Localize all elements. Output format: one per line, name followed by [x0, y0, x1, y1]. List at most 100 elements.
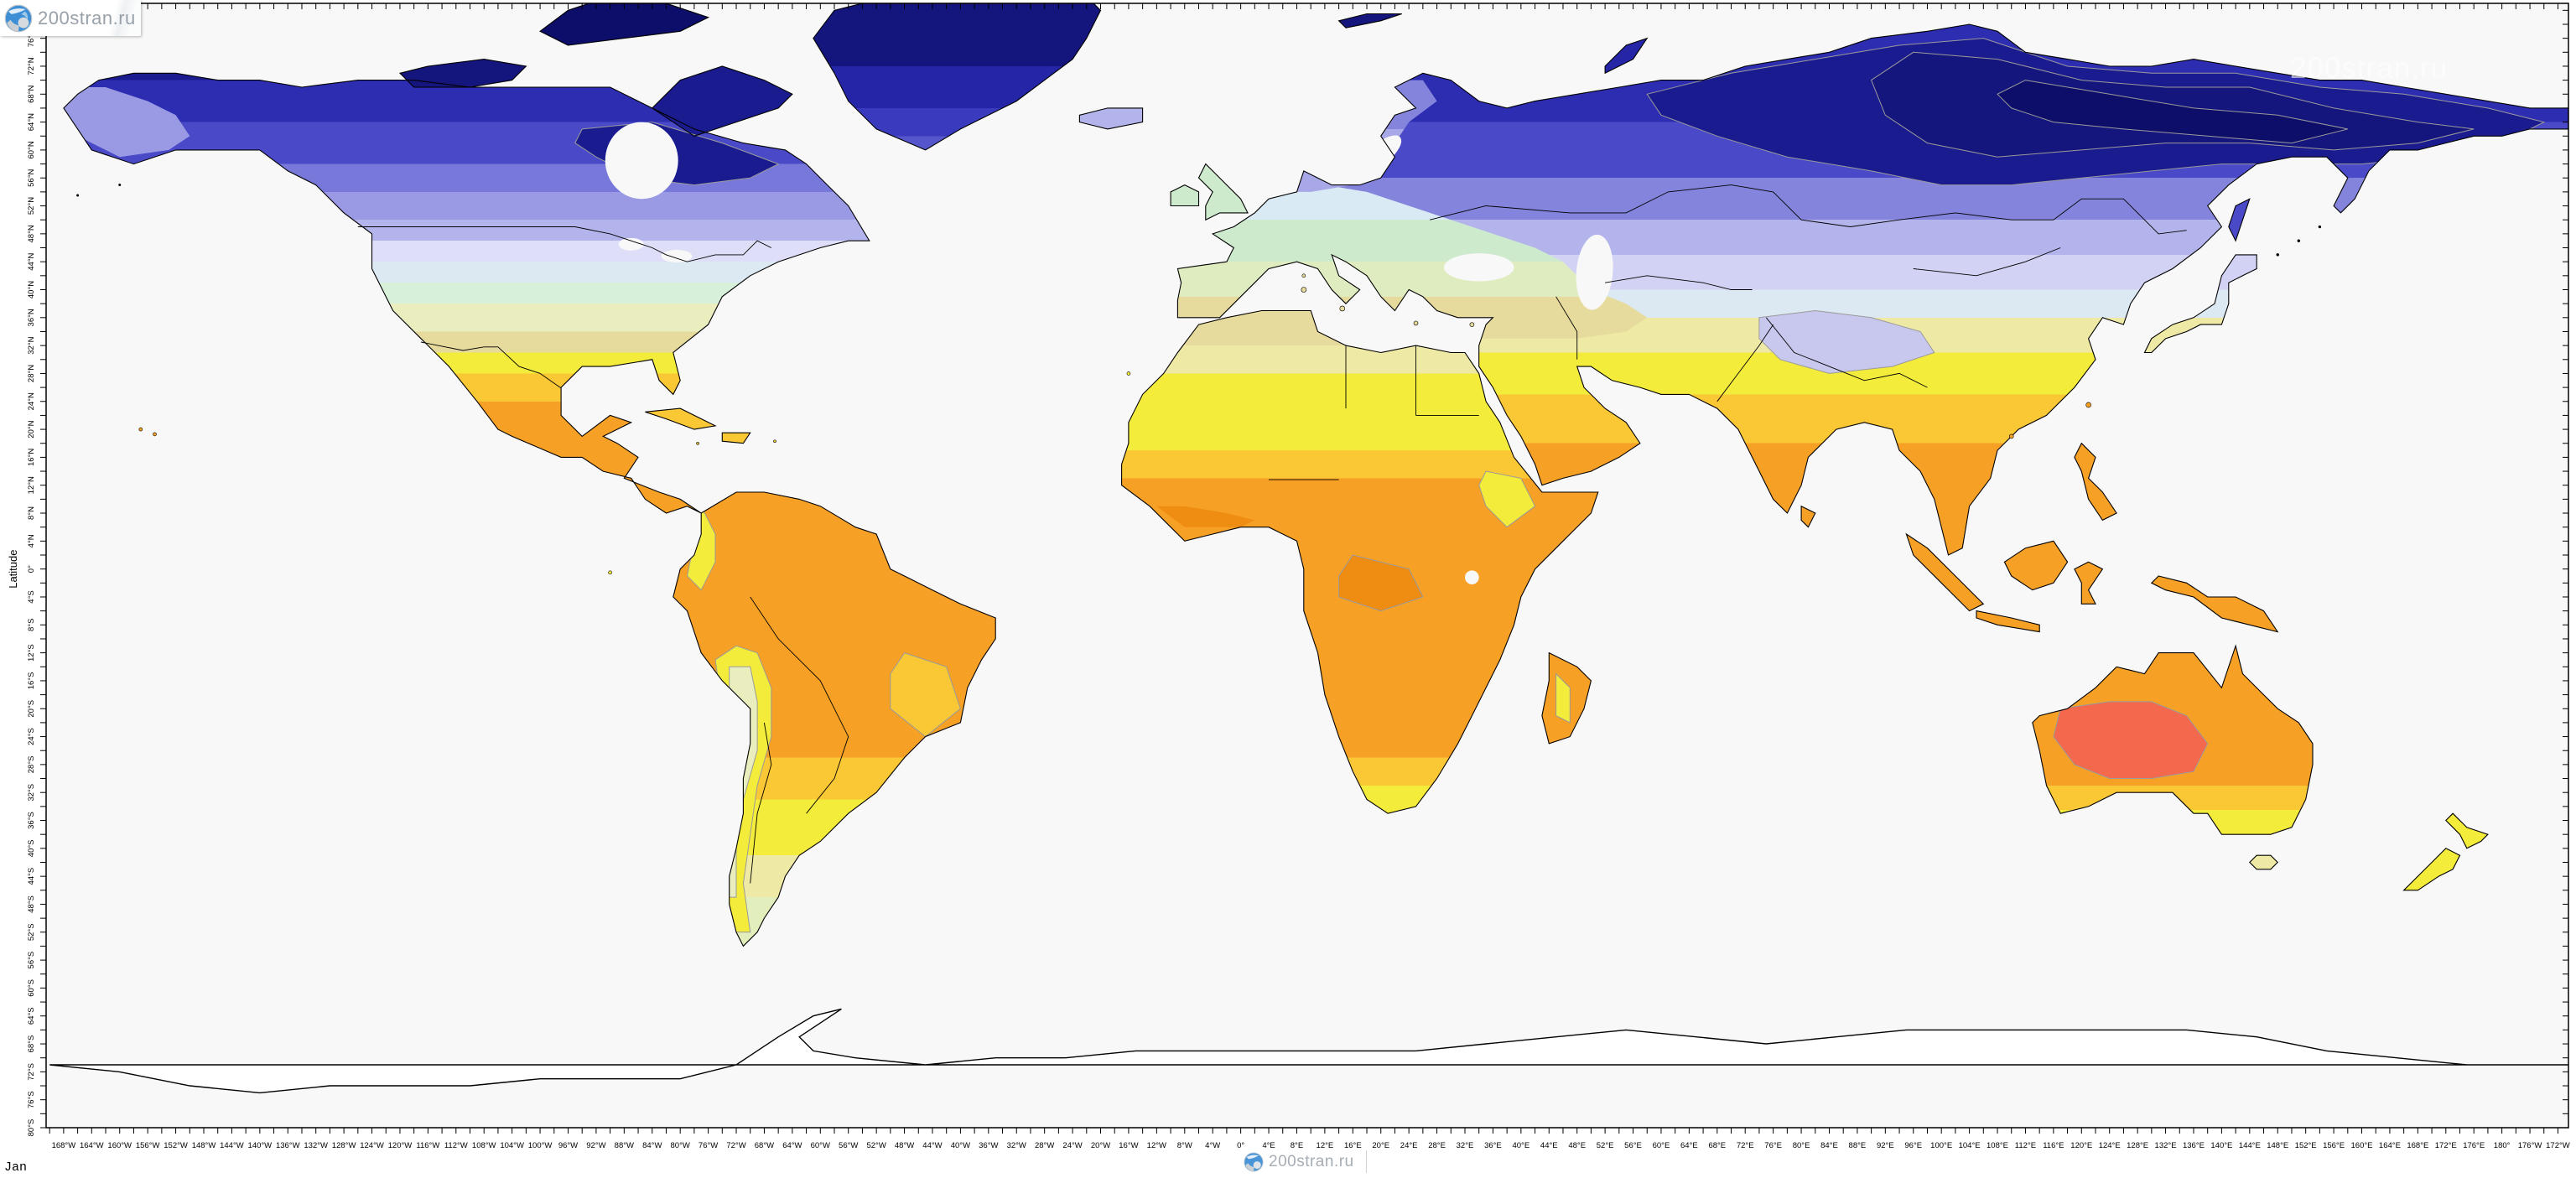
- lon-tick-label: 156°W: [136, 1141, 160, 1150]
- map-area: [49, 3, 2568, 1094]
- lon-tick-label: 52°W: [866, 1141, 886, 1150]
- lat-tick-label: 16°N: [27, 449, 36, 466]
- lon-tick-label: 24°W: [1062, 1141, 1082, 1150]
- lon-tick-label: 116°W: [416, 1141, 439, 1150]
- lat-tick-label: 32°S: [27, 784, 36, 802]
- lon-tick-label: 96°E: [1904, 1141, 1922, 1150]
- lon-tick-label: 28°E: [1428, 1141, 1446, 1150]
- site-logo[interactable]: 200stran.ru: [0, 0, 141, 36]
- lon-tick-label: 136°W: [276, 1141, 300, 1150]
- lon-tick-label: 88°E: [1849, 1141, 1867, 1150]
- lon-tick-label: 132°E: [2155, 1141, 2177, 1150]
- lon-tick-label: 60°W: [811, 1141, 830, 1150]
- lon-tick-label: 16°W: [1119, 1141, 1138, 1150]
- lon-tick-label: 164°E: [2379, 1141, 2401, 1150]
- antarctica-coastline: [49, 1008, 2568, 1094]
- lat-tick-label: 56°N: [27, 169, 36, 186]
- y-axis-title: Latitude: [7, 550, 19, 589]
- lat-tick-label: 80°S: [27, 1119, 36, 1137]
- lon-tick-label: 112°W: [444, 1141, 468, 1150]
- globe-icon: [1244, 1151, 1264, 1172]
- lon-tick-label: 20°E: [1372, 1141, 1389, 1150]
- lon-tick-label: 140°E: [2210, 1141, 2232, 1150]
- lat-tick-label: 64°S: [27, 1007, 36, 1025]
- lon-tick-label: 52°E: [1597, 1141, 1614, 1150]
- lon-tick-label: 4°W: [1205, 1141, 1220, 1150]
- lat-tick-label: 36°S: [27, 812, 36, 829]
- lon-tick-label: 76°E: [1764, 1141, 1782, 1150]
- lat-tick-label: 68°N: [27, 86, 36, 103]
- lon-tick-label: 40°E: [1512, 1141, 1530, 1150]
- lat-tick-label: 0°: [27, 565, 36, 573]
- lat-tick-label: 60°S: [27, 979, 36, 997]
- lon-tick-label: 92°W: [586, 1141, 605, 1150]
- coastlines: [63, 3, 2568, 947]
- lat-tick-label: 8°N: [27, 506, 36, 520]
- lon-tick-label: 128°W: [332, 1141, 356, 1150]
- lon-tick-label: 56°W: [839, 1141, 858, 1150]
- lat-tick-label: 4°S: [27, 590, 36, 603]
- lat-ticks: [40, 9, 2568, 1129]
- lat-tick-label: 48°S: [27, 895, 36, 913]
- lon-tick-label: 148°E: [2267, 1141, 2288, 1150]
- small-islands: [76, 184, 2322, 575]
- lon-tick-label: 100°E: [1930, 1141, 1952, 1150]
- lon-tick-label: 108°E: [1987, 1141, 2008, 1150]
- lon-tick-label: 148°W: [192, 1141, 216, 1150]
- axis-frame: [45, 3, 2569, 1129]
- lon-tick-label: 132°W: [304, 1141, 328, 1150]
- lon-tick-label: 48°W: [895, 1141, 914, 1150]
- lat-tick-label: 60°N: [27, 141, 36, 158]
- lon-tick-label: 92°E: [1877, 1141, 1894, 1150]
- lon-tick-label: 88°W: [615, 1141, 634, 1150]
- lon-tick-label: 56°E: [1624, 1141, 1642, 1150]
- lat-tick-label: 24°S: [27, 728, 36, 745]
- lon-tick-label: 60°E: [1653, 1141, 1670, 1150]
- lat-tick-label: 44°S: [27, 868, 36, 885]
- lon-tick-label: 12°E: [1317, 1141, 1334, 1150]
- lon-tick-label: 72°E: [1737, 1141, 1754, 1150]
- lat-tick-label: 72°N: [27, 57, 36, 75]
- lon-ticks: [49, 3, 2558, 1134]
- lon-tick-label: 80°W: [671, 1141, 690, 1150]
- lon-tick-label: 20°W: [1091, 1141, 1110, 1150]
- lon-tick-label: 64°W: [782, 1141, 802, 1150]
- lon-tick-label: 124°W: [360, 1141, 384, 1150]
- lon-tick-label: 152°E: [2295, 1141, 2317, 1150]
- lon-tick-label: 64°E: [1680, 1141, 1698, 1150]
- lon-tick-label: 104°E: [1959, 1141, 1981, 1150]
- lon-tick-label: 108°W: [472, 1141, 496, 1150]
- lon-tick-label: 16°E: [1344, 1141, 1362, 1150]
- watermark-top-right: 200stran.ru: [2290, 52, 2449, 85]
- lon-tick-label: 68°E: [1708, 1141, 1726, 1150]
- lon-tick-label: 84°W: [642, 1141, 662, 1150]
- lat-tick-label: 8°S: [27, 619, 36, 631]
- lon-tick-label: 120°E: [2070, 1141, 2092, 1150]
- lat-tick-label: 28°N: [27, 365, 36, 382]
- lon-tick-labels: 168°W 164°W 160°W 156°W 152°W 148°W 144°W 140°W…: [52, 1141, 2570, 1150]
- axes: 168°W 164°W 160°W 156°W 152°W 148°W 144°W 140°W…: [7, 3, 2570, 1150]
- lon-tick-label: 120°W: [388, 1141, 413, 1150]
- lon-tick-label: 32°W: [1007, 1141, 1026, 1150]
- lat-tick-label: 48°N: [27, 225, 36, 242]
- lon-tick-label: 4°E: [1262, 1141, 1275, 1150]
- lon-tick-label: 80°E: [1793, 1141, 1810, 1150]
- lat-tick-label: 52°S: [27, 923, 36, 941]
- lon-tick-label: 44°E: [1540, 1141, 1558, 1150]
- lat-tick-label: 16°S: [27, 672, 36, 690]
- lat-tick-label: 20°S: [27, 700, 36, 718]
- watermark-bottom[interactable]: 200stran.ru: [1244, 1150, 1367, 1173]
- lat-tick-label: 68°S: [27, 1035, 36, 1053]
- watermark-bottom-text: 200stran.ru: [1269, 1152, 1354, 1170]
- lon-tick-label: 180°: [2494, 1141, 2511, 1150]
- lat-tick-label: 12°S: [27, 644, 36, 662]
- lat-tick-label: 28°S: [27, 756, 36, 774]
- lon-tick-label: 12°W: [1147, 1141, 1166, 1150]
- lon-tick-label: 176°W: [2518, 1141, 2542, 1150]
- lat-tick-label: 4°N: [27, 534, 36, 547]
- lat-tick-label: 24°N: [27, 392, 36, 410]
- lat-tick-label: 12°N: [27, 476, 36, 494]
- lon-tick-label: 168°W: [52, 1141, 76, 1150]
